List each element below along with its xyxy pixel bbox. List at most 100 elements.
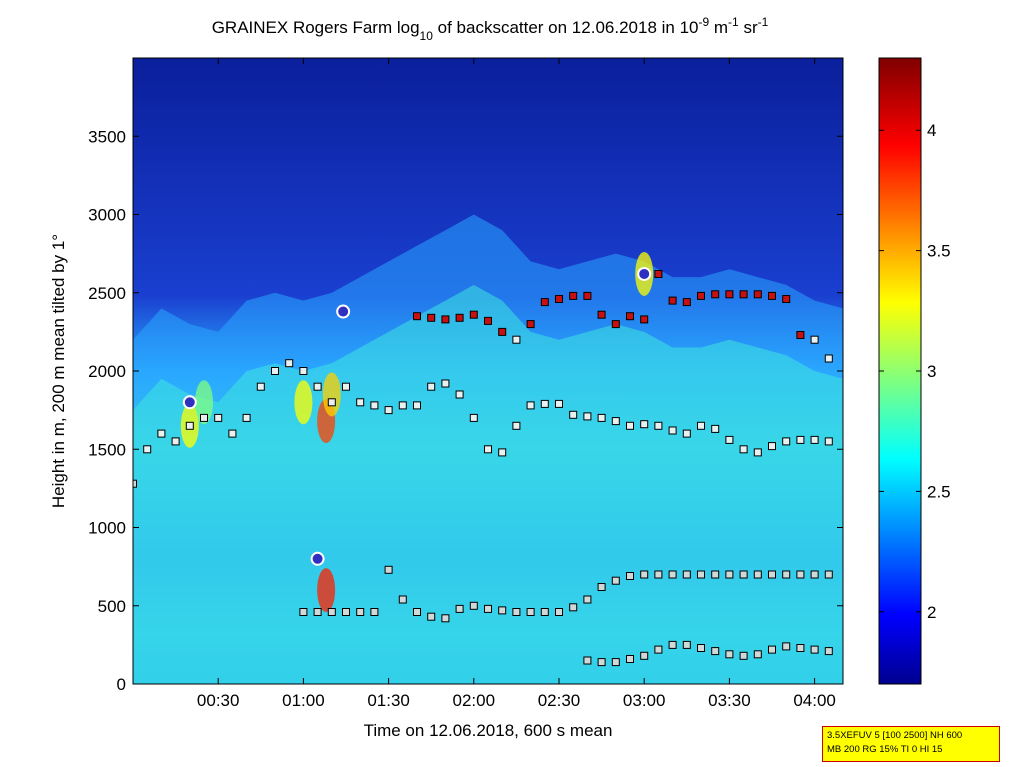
- layer-marker: [682, 298, 691, 307]
- layer-marker: [768, 291, 776, 300]
- colorbar: [878, 57, 922, 685]
- mixed-layer: [133, 284, 843, 684]
- info-line-2: MB 200 RG 15% TI 0 HI 15: [827, 744, 943, 755]
- colorbar-tick-label: 4: [927, 121, 936, 140]
- layer-marker: [668, 296, 677, 305]
- layer-marker: [455, 604, 464, 613]
- layer-marker: [725, 290, 734, 299]
- layer-marker: [711, 424, 720, 433]
- layer-marker: [540, 399, 549, 408]
- chart-title: GRAINEX Rogers Farm log10 of backscatter…: [212, 15, 769, 43]
- layer-marker: [569, 291, 578, 300]
- layer-marker: [654, 645, 663, 654]
- layer-marker: [697, 291, 705, 300]
- layer-marker: [611, 417, 620, 426]
- layer-marker: [441, 315, 450, 324]
- layer-marker: [569, 603, 578, 612]
- layer-marker: [640, 315, 649, 324]
- layer-marker: [782, 642, 791, 651]
- layer-marker: [626, 655, 634, 663]
- layer-marker: [753, 570, 762, 579]
- layer-marker: [285, 359, 294, 368]
- layer-marker: [753, 650, 762, 659]
- layer-marker: [384, 565, 393, 574]
- layer-marker: [682, 640, 691, 649]
- layer-marker: [796, 644, 805, 652]
- layer-marker: [356, 608, 365, 616]
- layer-marker: [810, 435, 819, 444]
- layer-marker: [824, 354, 833, 363]
- layer-marker: [384, 406, 393, 415]
- layer-marker: [214, 413, 223, 422]
- layer-marker: [597, 658, 606, 667]
- layer-marker: [413, 608, 421, 616]
- high-backscatter-region: [294, 380, 313, 425]
- layer-marker: [555, 608, 563, 616]
- info-line-1: 3.5XEFUV 5 [100 2500] NH 600: [827, 730, 963, 741]
- layer-marker: [682, 570, 691, 579]
- layer-marker: [526, 320, 535, 329]
- layer-marker: [370, 608, 379, 616]
- y-axis-label: Height in m, 200 m mean tilted by 1°: [49, 234, 68, 508]
- high-backscatter-region: [195, 380, 213, 425]
- layer-marker: [455, 390, 464, 399]
- layer-marker: [768, 645, 776, 654]
- layer-marker: [768, 442, 776, 451]
- layer-marker: [654, 570, 663, 579]
- layer-marker: [540, 608, 549, 616]
- layer-marker: [668, 426, 677, 435]
- layer-marker: [810, 645, 819, 654]
- layer-marker: [782, 570, 791, 579]
- cloud-base-marker: [637, 266, 652, 281]
- layer-marker: [143, 445, 152, 454]
- layer-marker: [469, 310, 478, 319]
- layer-marker: [611, 658, 620, 667]
- layer-marker: [555, 295, 563, 303]
- layer-marker: [484, 604, 492, 613]
- layer-marker: [626, 572, 634, 580]
- layer-marker: [583, 595, 592, 604]
- layer-marker: [640, 651, 649, 660]
- layer-marker: [512, 421, 521, 430]
- layer-marker: [697, 644, 705, 652]
- layer-marker: [413, 401, 421, 410]
- layer-marker: [271, 367, 279, 375]
- layer-marker: [427, 612, 436, 621]
- x-tick-label: 04:00: [793, 691, 836, 710]
- layer-marker: [256, 382, 265, 391]
- layer-marker: [810, 570, 819, 579]
- layer-marker: [796, 570, 805, 579]
- layer-marker: [739, 651, 748, 660]
- layer-marker: [626, 312, 634, 321]
- layer-marker: [133, 479, 137, 488]
- high-backscatter-region: [322, 372, 341, 417]
- layer-marker: [540, 298, 549, 307]
- cloud-base-marker: [182, 395, 197, 410]
- x-tick-label: 01:00: [282, 691, 325, 710]
- layer-marker: [725, 650, 734, 659]
- layer-marker: [157, 429, 166, 438]
- layer-marker: [398, 595, 407, 604]
- layer-marker: [597, 583, 606, 591]
- layer-marker: [753, 448, 762, 457]
- layer-marker: [526, 401, 535, 410]
- layer-marker: [555, 399, 563, 408]
- layer-marker: [725, 570, 734, 579]
- cloud-base-marker: [310, 551, 325, 566]
- layer-marker: [498, 606, 507, 615]
- layer-marker: [611, 576, 620, 585]
- layer-marker: [739, 570, 748, 579]
- layer-marker: [824, 437, 833, 446]
- layer-marker: [583, 412, 592, 421]
- cloud-base-marker: [336, 304, 351, 319]
- layer-marker: [569, 410, 578, 419]
- layer-marker: [640, 570, 649, 579]
- layer-marker: [697, 570, 705, 579]
- layer-marker: [455, 313, 464, 322]
- layer-marker: [413, 312, 421, 321]
- colorbar-tick-label: 3.5: [927, 242, 951, 261]
- y-tick-label: 2000: [88, 362, 126, 381]
- layer-marker: [583, 656, 592, 665]
- layer-marker: [739, 290, 748, 299]
